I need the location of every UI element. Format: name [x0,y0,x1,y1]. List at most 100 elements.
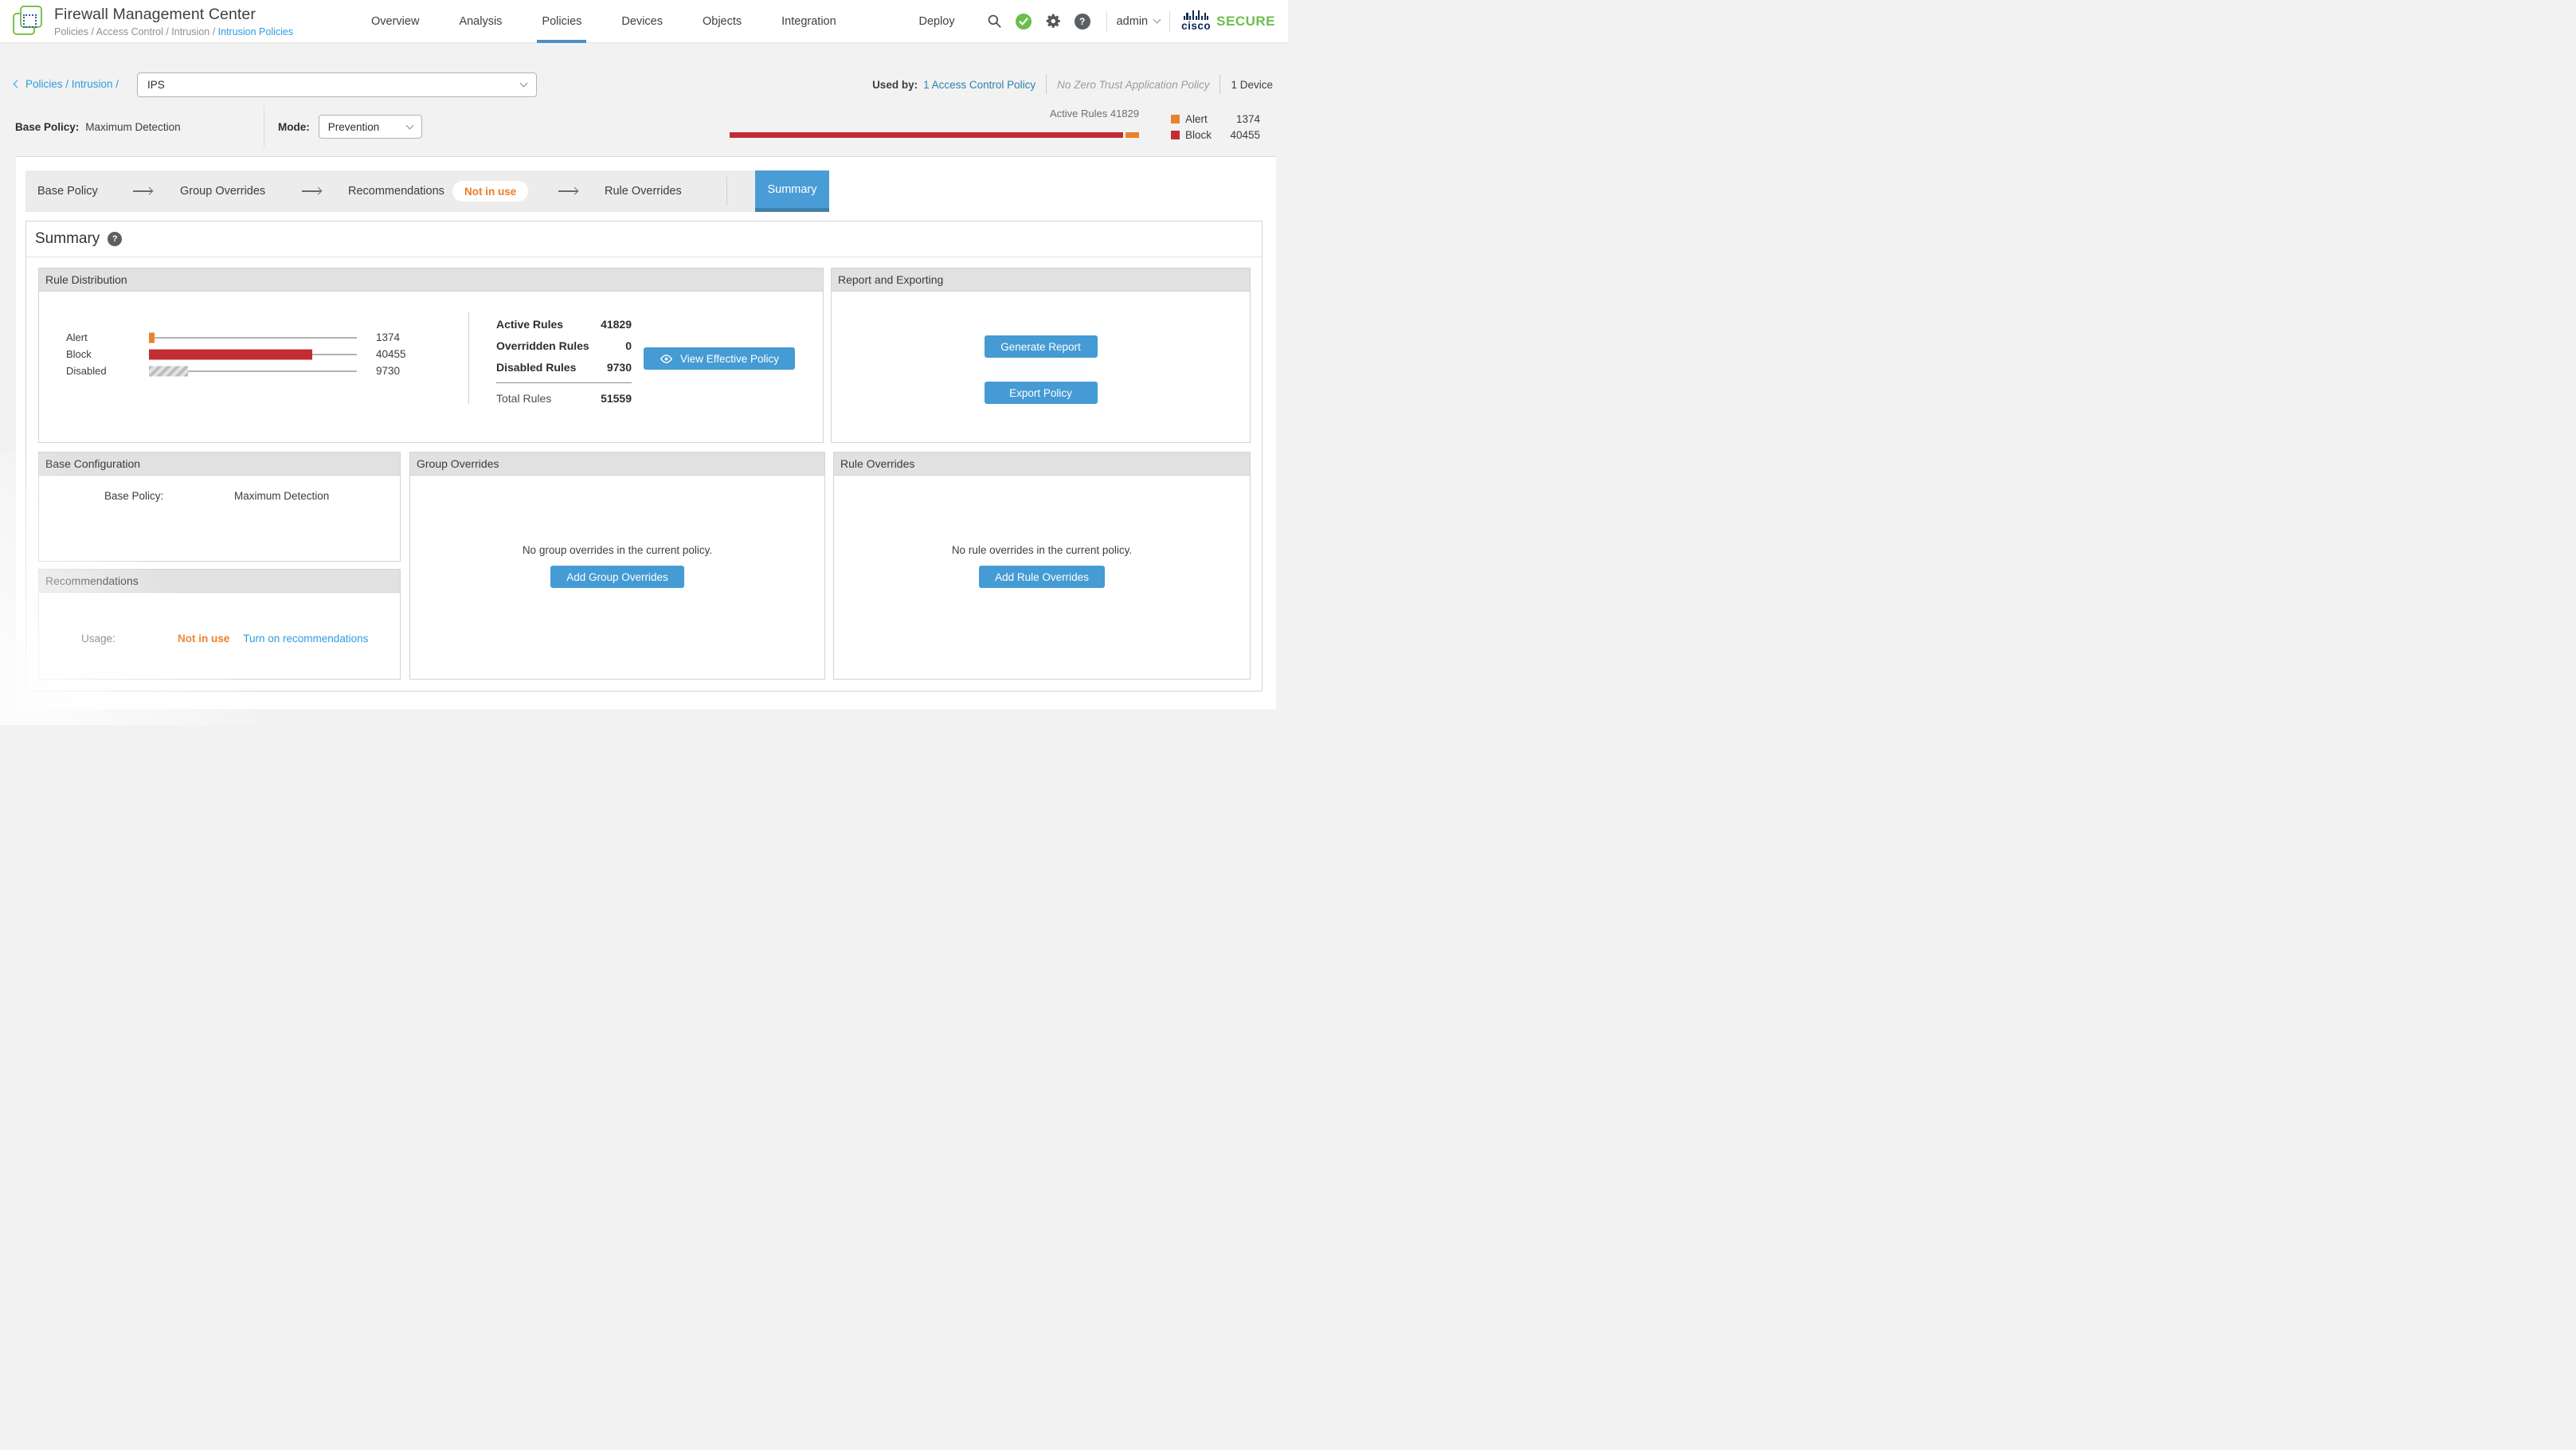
used-by-summary: Used by: 1 Access Control Policy No Zero… [872,75,1273,94]
nav-item-objects[interactable]: Objects [702,14,742,28]
rule-distribution-panel: Rule Distribution Alert 1374 Block 40455… [38,268,824,443]
nav-item-analysis[interactable]: Analysis [459,14,503,28]
base-config-value: Maximum Detection [234,490,330,502]
arrow-right-icon [133,190,152,192]
base-policy-toolbar: Base Policy: Maximum Detection Mode: Pre… [0,97,1288,156]
summary-card: Summary Rule Distribution Alert 1374 Blo… [25,221,1263,692]
stat-overridden-value: 0 [625,339,632,352]
mode-select-value: Prevention [327,120,380,133]
alert-swatch-icon [1171,114,1180,123]
add-group-overrides-button[interactable]: Add Group Overrides [550,566,684,588]
tab-rule-overrides[interactable]: Rule Overrides [605,185,682,198]
report-exporting-panel: Report and Exporting Generate Report Exp… [831,268,1251,443]
view-effective-policy-label: View Effective Policy [679,352,780,365]
zero-trust-note: No Zero Trust Application Policy [1057,78,1210,91]
legend-row-block: Block 40455 [1171,127,1260,143]
header-divider [1106,10,1107,32]
legend-alert-label: Alert [1185,112,1208,125]
generate-report-button[interactable]: Generate Report [984,335,1098,358]
health-status-icon[interactable] [1015,13,1032,30]
deploy-button[interactable]: Deploy [918,14,955,28]
dist-row-alert: Alert 1374 [66,329,406,346]
device-count-link[interactable]: 1 Device [1231,78,1273,91]
base-configuration-title: Base Configuration [39,453,400,476]
used-by-label: Used by: [872,78,918,91]
summary-heading-row: Summary [26,221,1262,257]
stat-active-value: 41829 [601,318,632,331]
recommendations-title: Recommendations [39,570,400,593]
rule-overrides-panel: Rule Overrides No rule overrides in the … [833,452,1251,680]
add-rule-overrides-button[interactable]: Add Rule Overrides [979,566,1105,588]
active-rules-caption: Active Rules 41829 [1049,108,1139,120]
rule-stats: Active Rules 41829 Overridden Rules 0 Di… [496,318,632,413]
dist-disabled-label: Disabled [66,365,107,377]
settings-gear-icon[interactable] [1045,13,1062,29]
recommendations-usage-row: Usage: Not in use Turn on recommendation… [39,593,400,645]
policy-select[interactable]: IPS [137,72,537,97]
chevron-down-icon [519,79,528,88]
view-effective-policy-button[interactable]: View Effective Policy [644,347,795,370]
divider [496,382,632,383]
chevron-left-icon [13,80,22,88]
base-policy-label: Base Policy: [15,120,80,133]
breadcrumb-current-link[interactable]: Intrusion Policies [217,25,294,37]
rule-overrides-body: No rule overrides in the current policy.… [834,476,1250,588]
dist-block-label: Block [66,348,92,360]
chevron-down-icon [405,121,414,129]
block-swatch-icon [1171,130,1180,139]
group-overrides-body: No group overrides in the current policy… [410,476,824,588]
divider [726,177,727,206]
dist-row-block: Block 40455 [66,346,406,362]
nav-item-devices[interactable]: Devices [621,14,663,28]
stat-disabled-value: 9730 [606,361,632,374]
mode-group: Mode: Prevention [278,97,422,156]
export-policy-button[interactable]: Export Policy [984,382,1098,404]
stat-overridden-rules: Overridden Rules 0 [496,339,632,352]
stat-disabled-label: Disabled Rules [496,361,577,374]
active-rules-bar [730,132,1139,138]
report-exporting-body: Generate Report Export Policy [832,292,1250,404]
dist-alert-bar [149,329,357,346]
base-config-label: Base Policy: [104,490,164,502]
cisco-secure-logo: cisco SECURE [1181,10,1275,32]
mode-select[interactable]: Prevention [318,115,422,139]
tab-group-overrides[interactable]: Group Overrides [180,185,266,198]
tab-summary-active[interactable]: Summary [755,170,829,212]
tab-recommendations[interactable]: Recommendations [348,185,444,198]
recommendations-not-in-use-badge: Not in use [452,181,529,202]
stat-disabled-rules: Disabled Rules 9730 [496,361,632,374]
nav-item-integration[interactable]: Integration [781,14,836,28]
summary-help-icon[interactable] [108,232,123,246]
dist-disabled-value: 9730 [376,365,401,377]
policy-select-value: IPS [147,79,165,91]
fmc-logo-icon [13,5,45,37]
active-rules-bar-block-segment [730,132,1124,138]
back-breadcrumb-link[interactable]: Policies / Intrusion / [13,78,119,90]
dist-alert-value: 1374 [376,331,401,343]
help-icon[interactable] [1074,13,1090,29]
tab-base-policy[interactable]: Base Policy [37,185,98,198]
group-overrides-title: Group Overrides [410,453,824,476]
nav-item-policies[interactable]: Policies [537,0,587,43]
divider [1046,75,1047,94]
app-title: Firewall Management Center [54,5,256,23]
user-menu[interactable]: admin [1117,15,1161,28]
app-title-block: Firewall Management Center Policies / Ac… [54,6,317,37]
cisco-wordmark: cisco [1181,20,1212,33]
back-breadcrumb-label: Policies / Intrusion / [25,78,119,90]
legend-row-alert: Alert 1374 [1171,111,1260,127]
stat-overridden-label: Overridden Rules [496,339,589,352]
group-overrides-empty-text: No group overrides in the current policy… [522,544,713,556]
group-overrides-panel: Group Overrides No group overrides in th… [409,452,825,680]
dist-block-bar [149,346,357,362]
turn-on-recommendations-link[interactable]: Turn on recommendations [243,633,369,645]
active-rules-bar-alert-segment [1126,132,1139,138]
rule-distribution-title: Rule Distribution [39,268,823,292]
search-icon[interactable] [987,14,1002,29]
stat-total-label: Total Rules [496,392,552,405]
access-control-policy-link[interactable]: 1 Access Control Policy [923,78,1036,91]
nav-item-overview[interactable]: Overview [371,14,420,28]
base-policy-group: Base Policy: Maximum Detection [15,97,181,156]
stat-active-rules: Active Rules 41829 [496,318,632,331]
usage-status: Not in use [178,633,230,645]
